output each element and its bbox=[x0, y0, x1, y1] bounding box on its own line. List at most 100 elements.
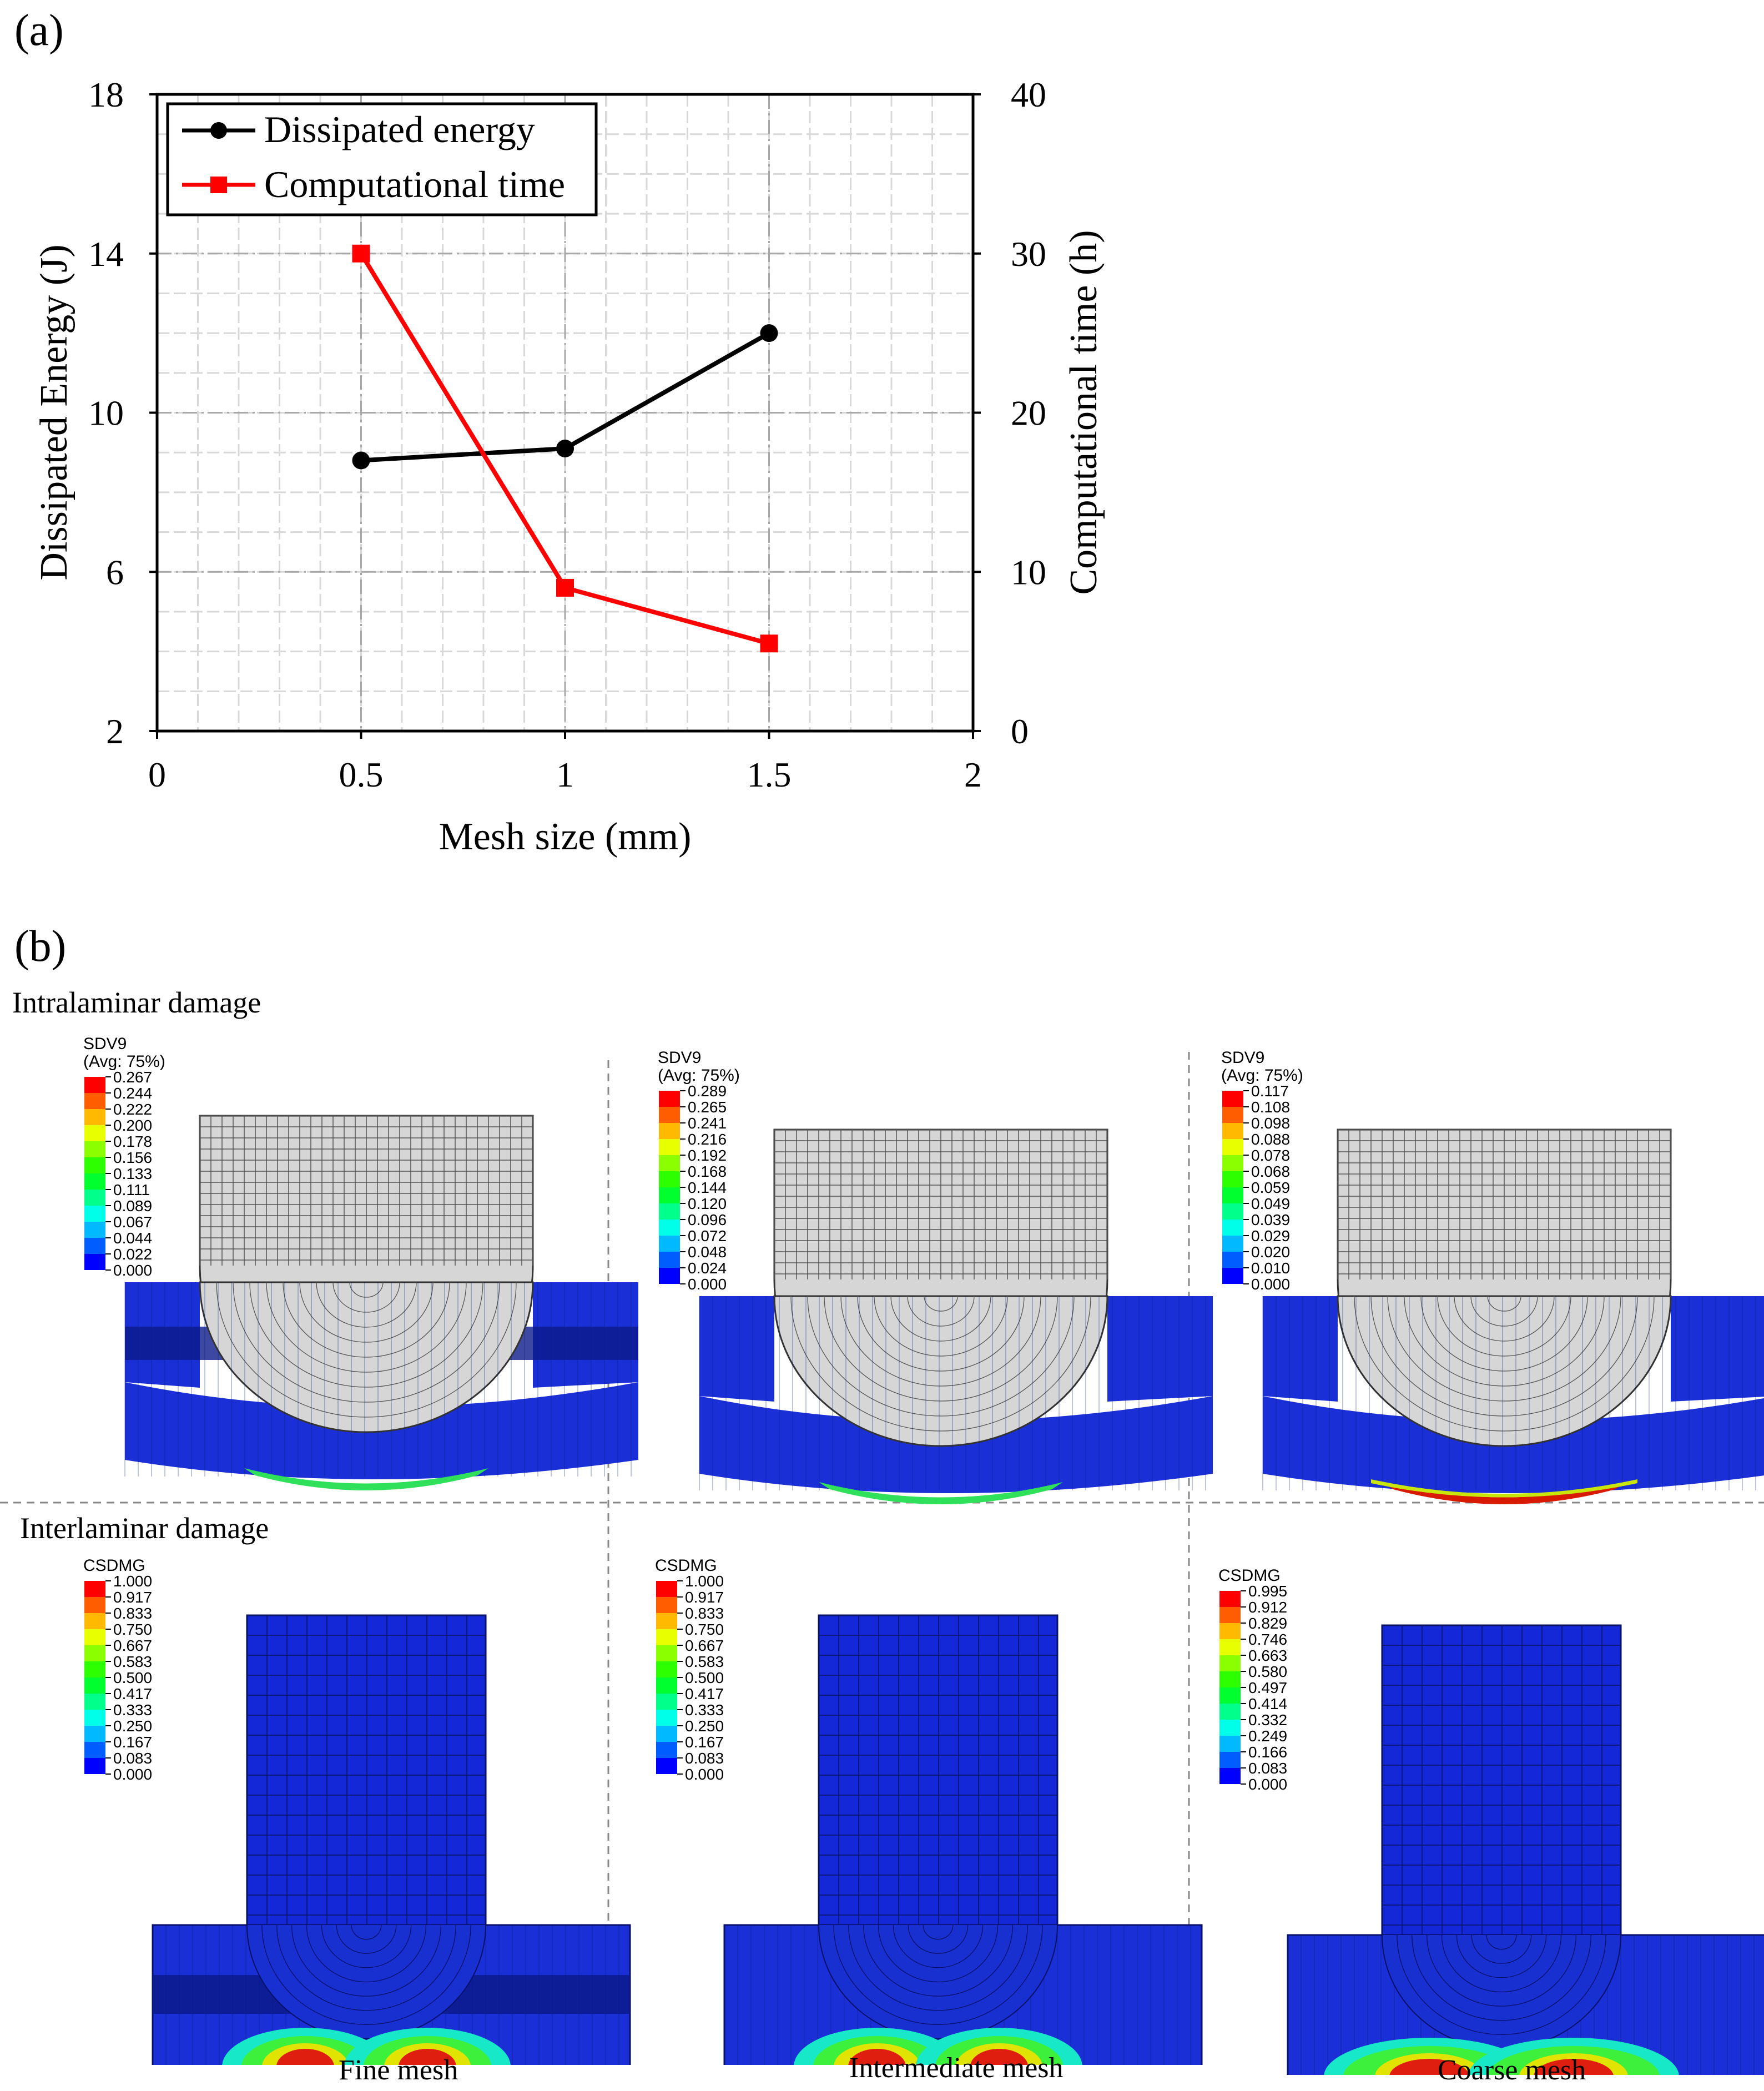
laminate-left bbox=[1263, 1296, 1338, 1402]
legend-tick-label: 0.417 bbox=[685, 1685, 724, 1702]
legend-color-band bbox=[656, 1726, 677, 1742]
row-title-intralaminar: Intralaminar damage bbox=[12, 986, 261, 1019]
legend-variable-name: SDV9 bbox=[658, 1049, 701, 1067]
y-tick-label: 2 bbox=[106, 712, 124, 751]
legend-tick-label: 0.746 bbox=[1248, 1631, 1287, 1648]
y-tick-label: 18 bbox=[88, 75, 124, 114]
legend-tick-label: 0.750 bbox=[113, 1621, 152, 1638]
legend-color-band bbox=[84, 1238, 105, 1254]
mesh-arc bbox=[907, 1296, 975, 1327]
legend-tick-label: 0.216 bbox=[688, 1131, 727, 1148]
mesh-arc bbox=[216, 1282, 517, 1418]
contour-legend: CSDMG1.0000.9170.8330.7500.6670.5830.500… bbox=[655, 1556, 724, 1783]
legend-color-band bbox=[84, 1726, 105, 1742]
legend-color-band bbox=[84, 1645, 105, 1661]
mesh-arc bbox=[857, 1296, 1025, 1372]
specimen bbox=[699, 1128, 1213, 1504]
specimen bbox=[1262, 1128, 1764, 1504]
mesh-arc bbox=[1454, 1296, 1555, 1342]
mesh-arc bbox=[266, 1282, 467, 1373]
data-point-computational-time bbox=[556, 578, 574, 597]
legend-tick-label: 0.829 bbox=[1248, 1615, 1287, 1632]
legend-color-band bbox=[659, 1187, 680, 1203]
legend-color-band bbox=[84, 1677, 105, 1694]
x-tick-label: 0.5 bbox=[339, 755, 384, 794]
legend-tick-label: 0.166 bbox=[1248, 1744, 1287, 1761]
y2-tick-label: 10 bbox=[1011, 552, 1046, 592]
legend-tick-label: 0.120 bbox=[688, 1195, 727, 1212]
legend-tick-label: 0.995 bbox=[1248, 1583, 1287, 1600]
legend-tick-label: 0.912 bbox=[1248, 1599, 1287, 1616]
x-tick-label: 0 bbox=[148, 755, 166, 794]
legend-tick-label: 0.497 bbox=[1248, 1679, 1287, 1696]
legend-tick-label: 0.417 bbox=[113, 1685, 152, 1702]
legend-color-band bbox=[1219, 1720, 1241, 1736]
contour-interlaminar-coarse: CSDMG0.9950.9120.8290.7460.6630.5800.497… bbox=[1218, 1566, 1764, 2075]
legend-tick-label: 0.200 bbox=[113, 1117, 152, 1134]
legend-label-time: Computational time bbox=[264, 163, 565, 205]
specimen bbox=[723, 1614, 1203, 2065]
mesh-arc bbox=[1412, 1934, 1591, 2021]
legend-color-band bbox=[659, 1155, 680, 1171]
legend-color-band bbox=[656, 1581, 677, 1597]
legend-color-band bbox=[659, 1123, 680, 1139]
legend-color-band bbox=[1219, 1752, 1241, 1768]
legend-tick-label: 0.414 bbox=[1248, 1695, 1287, 1712]
contour-interlaminar-fine: CSDMG1.0000.9170.8330.7500.6670.5830.500… bbox=[83, 1556, 631, 2065]
caption-coarse-mesh: Coarse mesh bbox=[1438, 2054, 1586, 2086]
legend-color-band bbox=[1222, 1236, 1243, 1252]
legend-tick-label: 0.250 bbox=[685, 1717, 724, 1735]
chart-axes: 0 0.5 1 1.5 2 2 6 10 14 18 0 10 20 30 40 bbox=[88, 75, 1046, 794]
legend-color-band bbox=[656, 1710, 677, 1726]
damage-region bbox=[819, 1482, 1063, 1504]
mesh-arc bbox=[1426, 1934, 1577, 2007]
data-point-dissipated-energy bbox=[352, 451, 370, 470]
legend-tick-label: 0.144 bbox=[688, 1179, 727, 1196]
legend-tick-label: 0.267 bbox=[113, 1069, 152, 1086]
caption-intermediate-mesh: Intermediate mesh bbox=[849, 2052, 1064, 2084]
mesh-arc bbox=[249, 1282, 483, 1388]
legend-tick-label: 0.192 bbox=[688, 1147, 727, 1164]
legend-color-band bbox=[1219, 1607, 1241, 1623]
data-point-computational-time bbox=[352, 244, 370, 263]
legend-tick-label: 0.133 bbox=[113, 1165, 152, 1182]
legend-variable-name: SDV9 bbox=[83, 1035, 127, 1053]
legend-color-band bbox=[659, 1139, 680, 1155]
legend-color-band bbox=[1222, 1220, 1243, 1236]
legend-tick-label: 0.000 bbox=[685, 1766, 724, 1783]
laminate-left bbox=[699, 1296, 774, 1402]
laminate-right bbox=[1107, 1296, 1213, 1402]
legend-color-band bbox=[1222, 1155, 1243, 1171]
legend-color-band bbox=[1219, 1655, 1241, 1671]
mesh-arc bbox=[1470, 1296, 1538, 1327]
legend-tick-label: 0.039 bbox=[1251, 1211, 1290, 1228]
contour-intralaminar-fine: SDV9(Avg: 75%)0.2670.2440.2220.2000.1780… bbox=[83, 1035, 638, 1490]
legend-tick-label: 0.029 bbox=[1251, 1227, 1290, 1244]
legend-color-band bbox=[84, 1742, 105, 1758]
legend-color-band bbox=[656, 1629, 677, 1645]
impactor-block bbox=[246, 1614, 487, 1926]
mesh-arc bbox=[874, 1296, 1008, 1357]
legend-tick-label: 0.108 bbox=[1251, 1099, 1290, 1116]
legend-tick-label: 0.580 bbox=[1248, 1663, 1287, 1680]
legend-tick-label: 0.333 bbox=[685, 1701, 724, 1719]
legend-color-band bbox=[84, 1613, 105, 1629]
legend-tick-label: 0.000 bbox=[113, 1766, 152, 1783]
data-point-dissipated-energy bbox=[760, 324, 778, 342]
y2-tick-label: 40 bbox=[1011, 75, 1046, 114]
mesh-arc bbox=[1456, 1934, 1547, 1978]
legend-color-band bbox=[84, 1694, 105, 1710]
mesh-arc bbox=[790, 1296, 1091, 1432]
legend-tick-label: 0.083 bbox=[1248, 1760, 1287, 1777]
legend-tick-label: 0.583 bbox=[685, 1653, 724, 1670]
legend-color-band bbox=[84, 1206, 105, 1222]
legend-color-band bbox=[1219, 1736, 1241, 1752]
legend-tick-label: 0.222 bbox=[113, 1101, 152, 1118]
legend-color-band bbox=[84, 1254, 105, 1270]
y-tick-label: 10 bbox=[88, 394, 124, 433]
mesh-arc bbox=[316, 1282, 417, 1328]
legend-color-band bbox=[659, 1220, 680, 1236]
legend-variable-name: SDV9 bbox=[1221, 1049, 1264, 1067]
mesh-arc bbox=[1486, 1934, 1517, 1950]
legend-color-band bbox=[656, 1613, 677, 1629]
